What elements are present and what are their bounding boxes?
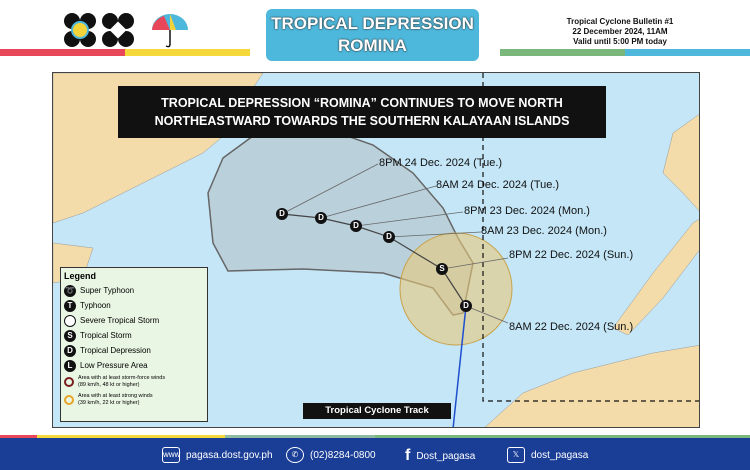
www-icon: www <box>162 447 180 463</box>
headline-line-2: NORTHEASTWARD TOWARDS THE SOUTHERN KALAY… <box>154 114 570 128</box>
bulletin-validity: Valid until 5:00 PM today <box>573 37 667 46</box>
legend-title: Legend <box>64 271 97 281</box>
bulletin-number: Tropical Cyclone Bulletin #1 <box>566 17 674 26</box>
track-label: 8PM 24 Dec. 2024 (Tue.) <box>379 157 503 169</box>
track-point-symbol: D <box>350 220 362 232</box>
track-point-symbol: D <box>383 231 395 243</box>
bulletin-info: Tropical Cyclone Bulletin #1 22 December… <box>540 17 700 47</box>
track-label: 8PM 22 Dec. 2024 (Sun.) <box>509 249 634 261</box>
track-point-symbol: D <box>276 208 288 220</box>
legend: Legend ➰ Super Typhoon T Typhoon Severe Tr… <box>60 267 208 422</box>
forecast-track-line <box>281 213 467 307</box>
tropical-storm-icon: S <box>64 329 76 342</box>
strong-winds-area <box>399 232 513 346</box>
facebook-link[interactable]: f Dost_pagasa <box>405 447 476 464</box>
track-map: TROPICAL DEPRESSION “ROMINA” CONTINUES T… <box>52 72 700 428</box>
track-point-symbol: D <box>315 212 327 224</box>
severe-tropical-storm-icon <box>64 314 76 327</box>
palawan-land <box>612 218 699 336</box>
pagasa-logo <box>62 12 142 48</box>
title-line-1: TROPICAL DEPRESSION <box>271 14 474 33</box>
legend-item: L Low Pressure Area <box>64 358 204 373</box>
low-pressure-icon: L <box>64 359 76 372</box>
legend-item: Area with at least strong winds (39 km/h,… <box>64 391 204 409</box>
typhoon-icon: T <box>64 299 76 312</box>
strong-winds-ring-icon <box>64 395 74 405</box>
storm-force-ring-icon <box>64 377 74 387</box>
umbrella-icon <box>150 10 190 55</box>
phone-link[interactable]: ✆ (02)8284-0800 <box>286 447 376 463</box>
legend-item: ➰ Super Typhoon <box>64 284 135 297</box>
track-label-box: Tropical Cyclone Track <box>303 403 451 419</box>
label-leaders <box>281 163 509 324</box>
track-point-symbol: S <box>436 263 448 275</box>
legend-item: S Tropical Storm <box>64 328 204 343</box>
track-label: 8AM 24 Dec. 2024 (Tue.) <box>436 179 560 191</box>
x-icon: 𝕏 <box>507 447 525 463</box>
legend-item: T Typhoon <box>64 298 204 313</box>
legend-item: Severe Tropical Storm <box>64 313 204 328</box>
track-label: 8AM 22 Dec. 2024 (Sun.) <box>509 321 634 333</box>
bulletin-date: 22 December 2024, 11AM <box>572 27 668 36</box>
footer: www pagasa.dost.gov.ph ✆ (02)8284-0800 f Do… <box>0 438 750 470</box>
facebook-icon: f <box>405 447 411 464</box>
phone-icon: ✆ <box>286 447 304 463</box>
past-track-line <box>452 305 467 427</box>
headline-line-1: TROPICAL DEPRESSION “ROMINA” CONTINUES T… <box>161 96 563 110</box>
super-typhoon-icon: ➰ <box>64 284 76 297</box>
tropical-depression-icon: D <box>64 344 76 357</box>
track-label: 8AM 23 Dec. 2024 (Mon.) <box>481 225 607 237</box>
borneo-land <box>484 345 699 427</box>
track-point-symbol: D <box>460 300 472 312</box>
par-boundary <box>482 73 699 402</box>
storm-title: TROPICAL DEPRESSION ROMINA <box>266 9 479 61</box>
headline-box: TROPICAL DEPRESSION “ROMINA” CONTINUES T… <box>118 86 606 138</box>
track-label: 8PM 23 Dec. 2024 (Mon.) <box>464 205 590 217</box>
website-link[interactable]: www pagasa.dost.gov.ph <box>162 447 273 463</box>
title-line-2: ROMINA <box>338 36 407 55</box>
legend-item: D Tropical Depression <box>64 343 204 358</box>
philippines-land <box>662 114 699 212</box>
legend-item: Area with at least storm-force winds (89 … <box>64 373 204 391</box>
